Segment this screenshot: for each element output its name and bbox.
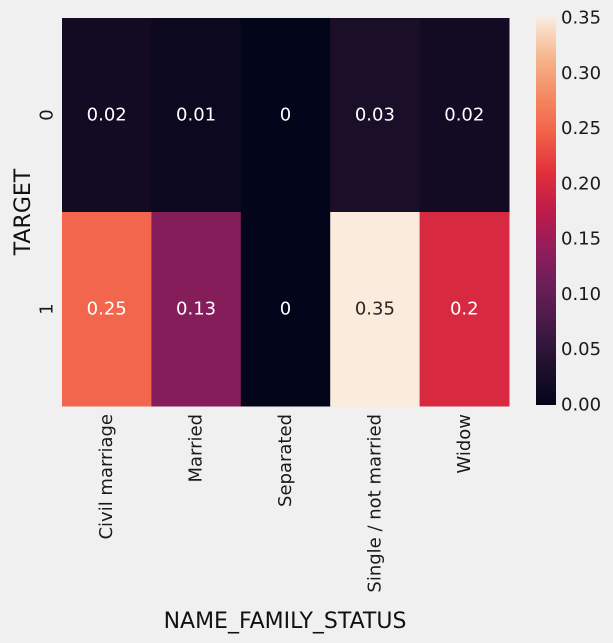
colorbar-tick-label: 0.20 (561, 173, 601, 194)
heatmap-cell (419, 18, 510, 213)
x-axis-ticks: Civil marriage Married Separated Single / n… (96, 414, 475, 593)
cell-value-label: 0.35 (355, 299, 395, 320)
heatmap-cell (240, 212, 331, 407)
heatmap-cell (62, 212, 152, 407)
heatmap-cell (240, 18, 331, 213)
x-axis-title: NAME_FAMILY_STATUS (164, 609, 407, 634)
cell-value-label: 0 (280, 299, 291, 320)
cell-value-label: 0.25 (87, 299, 127, 320)
colorbar-tick-label: 0.10 (561, 284, 601, 305)
colorbar (536, 18, 556, 405)
colorbar-tick-label: 0.25 (561, 118, 601, 139)
heatmap-cell-labels: 0.02 0.01 0 0.03 0.02 0.25 0.13 0 0.35 0.2 (87, 105, 485, 320)
colorbar-tick-label: 0.05 (561, 339, 601, 360)
x-tick-label: Separated (275, 414, 296, 507)
heatmap-cell (62, 18, 152, 213)
heatmap-cell (330, 18, 421, 213)
y-tick-label: 1 (37, 303, 58, 314)
x-tick-label: Married (186, 414, 207, 483)
y-axis-title: TARGET (11, 168, 36, 256)
heatmap-cells (62, 18, 510, 407)
x-tick-label: Civil marriage (96, 414, 117, 540)
heatmap-cell (151, 212, 242, 407)
colorbar-tick-label: 0.15 (561, 229, 601, 250)
colorbar-tick-label: 0.00 (561, 395, 601, 416)
heatmap-cell (151, 18, 242, 213)
heatmap-cell (330, 212, 421, 407)
y-axis-ticks: 01 (37, 109, 58, 314)
colorbar-tick-label: 0.30 (561, 63, 601, 84)
y-tick-label: 0 (37, 109, 58, 120)
cell-value-label: 0.01 (176, 105, 216, 126)
x-tick-label: Widow (454, 414, 475, 474)
colorbar-ticks: 0.00 0.05 0.10 0.15 0.20 0.25 0.30 0.35 (561, 8, 601, 416)
heatmap-cell (419, 212, 510, 407)
colorbar-tick-label: 0.35 (561, 8, 601, 29)
cell-value-label: 0.2 (450, 299, 479, 320)
cell-value-label: 0 (280, 105, 291, 126)
cell-value-label: 0.02 (444, 105, 484, 126)
cell-value-label: 0.13 (176, 299, 216, 320)
x-tick-label: Single / not married (364, 414, 385, 593)
cell-value-label: 0.03 (355, 105, 395, 126)
cell-value-label: 0.02 (87, 105, 127, 126)
